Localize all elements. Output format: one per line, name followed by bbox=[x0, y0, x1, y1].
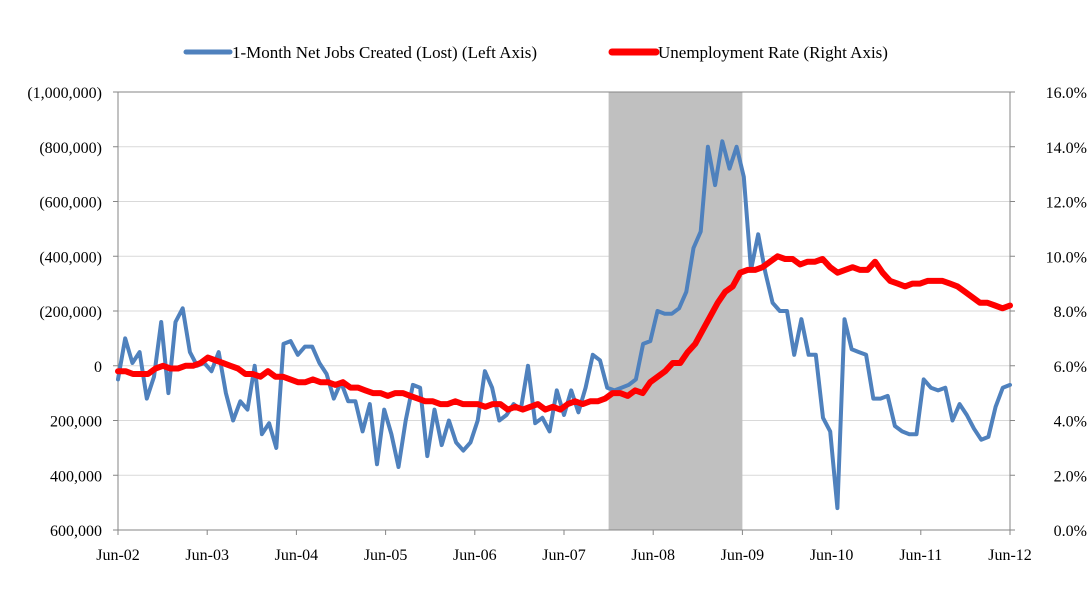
left-tick-label: (600,000) bbox=[39, 195, 102, 212]
x-tick-label: Jun-06 bbox=[453, 547, 497, 564]
series-line-unemployment-rate bbox=[115, 253, 1013, 413]
x-tick-label: Jun-07 bbox=[542, 547, 586, 564]
x-tick-label: Jun-02 bbox=[96, 547, 140, 564]
left-tick-label: (200,000) bbox=[39, 304, 102, 321]
left-tick-label: (800,000) bbox=[39, 140, 102, 157]
x-tick-label: Jun-09 bbox=[721, 547, 765, 564]
x-tick-label: Jun-12 bbox=[988, 547, 1032, 564]
right-tick-label: 12.0% bbox=[1046, 195, 1087, 212]
right-tick-label: 4.0% bbox=[1054, 414, 1087, 431]
right-axis: 16.0% 14.0% 12.0% 10.0% 8.0% 6.0% 4.0% 2.0% 0.0% bbox=[1010, 85, 1087, 540]
legend: 1-Month Net Jobs Created (Lost) (Left Ax… bbox=[183, 43, 888, 62]
series-layer bbox=[115, 139, 1013, 511]
left-axis: (1,000,000) (800,000) (600,000) (400,000) (2… bbox=[27, 85, 118, 540]
right-tick-label: 10.0% bbox=[1046, 249, 1087, 266]
right-tick-label: 2.0% bbox=[1054, 468, 1087, 485]
legend-entry-net-jobs-label: 1-Month Net Jobs Created (Lost) (Left Ax… bbox=[232, 43, 537, 62]
left-tick-label: (1,000,000) bbox=[27, 85, 102, 102]
right-tick-label: 16.0% bbox=[1046, 85, 1087, 102]
x-tick-label: Jun-03 bbox=[185, 547, 229, 564]
x-tick-label: Jun-10 bbox=[810, 547, 854, 564]
right-tick-label: 14.0% bbox=[1046, 140, 1087, 157]
left-tick-label: 200,000 bbox=[50, 414, 102, 431]
x-tick-label: Jun-08 bbox=[631, 547, 675, 564]
left-tick-label: 400,000 bbox=[50, 468, 102, 485]
right-tick-label: 0.0% bbox=[1054, 523, 1087, 540]
right-tick-label: 8.0% bbox=[1054, 304, 1087, 321]
left-tick-label: 600,000 bbox=[50, 523, 102, 540]
legend-entry-unemployment-rate-label: Unemployment Rate (Right Axis) bbox=[658, 43, 888, 62]
x-tick-label: Jun-05 bbox=[364, 547, 408, 564]
right-tick-label: 6.0% bbox=[1054, 359, 1087, 376]
left-tick-label: 0 bbox=[94, 359, 102, 376]
left-tick-label: (400,000) bbox=[39, 249, 102, 266]
x-tick-label: Jun-11 bbox=[899, 547, 942, 564]
x-tick-label: Jun-04 bbox=[275, 547, 319, 564]
x-axis: Jun-02 Jun-03 Jun-04 Jun-05 Jun-06 Jun-07 Jun-… bbox=[96, 530, 1032, 564]
gridlines bbox=[118, 146, 1010, 476]
series-line-net-jobs bbox=[116, 139, 1012, 511]
